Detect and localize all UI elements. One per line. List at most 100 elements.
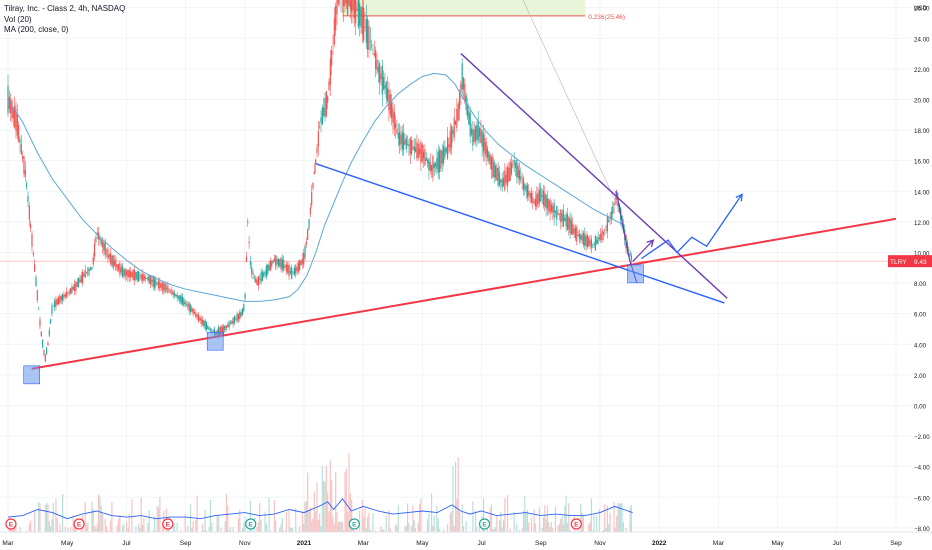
candle-body-108 bbox=[151, 279, 153, 283]
earnings-marker-6 bbox=[570, 518, 582, 530]
volume-bar-292 bbox=[396, 525, 398, 536]
volume-bar-102 bbox=[143, 518, 145, 536]
volume-bar-70 bbox=[100, 505, 102, 536]
volume-bar-371 bbox=[501, 527, 503, 536]
candle-body-313 bbox=[424, 149, 426, 166]
volume-bar-257 bbox=[349, 493, 351, 536]
candle-body-27 bbox=[43, 350, 45, 355]
volume-bar-41 bbox=[62, 494, 64, 536]
candle-body-295 bbox=[400, 134, 402, 145]
candle-body-72 bbox=[103, 242, 105, 252]
candle-body-22 bbox=[36, 290, 38, 301]
candle-body-360 bbox=[486, 148, 489, 158]
volume-bar-238 bbox=[324, 481, 326, 536]
volume-bar-30 bbox=[47, 504, 49, 536]
volume-bar-286 bbox=[388, 510, 390, 536]
volume-bar-280 bbox=[380, 526, 382, 536]
candle-body-51 bbox=[75, 281, 77, 292]
volume-bar-173 bbox=[237, 518, 240, 536]
candle-body-198 bbox=[271, 261, 273, 267]
candle-body-183 bbox=[251, 267, 253, 274]
candle-body-445 bbox=[600, 233, 602, 240]
candle-body-449 bbox=[605, 226, 607, 228]
legend-ma[interactable]: MA (200, close, 0) bbox=[4, 25, 69, 34]
candle-body-218 bbox=[297, 262, 299, 273]
volume-bar-284 bbox=[385, 515, 387, 536]
volume-bar-357 bbox=[482, 498, 485, 536]
volume-bar-127 bbox=[176, 522, 178, 536]
candle-body-289 bbox=[392, 107, 394, 123]
candle-body-210 bbox=[287, 264, 289, 274]
candle-body-16 bbox=[28, 205, 30, 220]
volume-bar-467 bbox=[629, 506, 631, 536]
candle-body-329 bbox=[445, 147, 447, 153]
legend-title[interactable]: Tilray, Inc. - Class 2, 4h, NASDAQ bbox=[4, 4, 126, 13]
candles bbox=[7, 0, 632, 363]
candle-body-128 bbox=[177, 296, 180, 299]
volume-bar-93 bbox=[131, 499, 133, 536]
volume-bar-246 bbox=[335, 472, 337, 536]
candle-body-73 bbox=[104, 243, 106, 255]
candle-body-361 bbox=[488, 151, 490, 162]
candle-body-417 bbox=[562, 210, 565, 227]
volume-bar-100 bbox=[140, 497, 142, 536]
earnings-marker-0 bbox=[5, 518, 17, 530]
candle-body-75 bbox=[107, 248, 109, 259]
candle-body-172 bbox=[236, 313, 238, 322]
candle-body-88 bbox=[124, 269, 126, 277]
volume-bar-60 bbox=[87, 522, 89, 536]
candle-body-446 bbox=[601, 229, 603, 241]
candle-body-70 bbox=[100, 239, 102, 244]
candle-body-110 bbox=[153, 277, 156, 288]
candle-body-455 bbox=[613, 202, 615, 206]
volume-bar-270 bbox=[367, 517, 369, 536]
candle-body-151 bbox=[208, 328, 210, 330]
candle-body-194 bbox=[265, 265, 268, 277]
candle-body-430 bbox=[580, 234, 582, 240]
legend-vol[interactable]: Vol (20) bbox=[4, 14, 32, 24]
candle-body-176 bbox=[241, 308, 244, 316]
candle-body-122 bbox=[169, 291, 172, 292]
candle-body-279 bbox=[379, 63, 381, 83]
candle-body-1 bbox=[8, 96, 10, 110]
candle-body-335 bbox=[453, 117, 455, 138]
x-tick-label: 2021 bbox=[297, 540, 312, 547]
volume-bar-169 bbox=[232, 527, 234, 536]
volume-bar-89 bbox=[125, 522, 128, 536]
volume-bar-241 bbox=[328, 512, 330, 536]
candle-body-217 bbox=[296, 266, 298, 271]
candle-body-428 bbox=[577, 234, 579, 236]
volume-bar-230 bbox=[313, 491, 315, 536]
candle-body-373 bbox=[504, 170, 506, 191]
candle-body-310 bbox=[420, 141, 422, 163]
volume-bar-216 bbox=[295, 508, 297, 536]
earnings-marker-label: E bbox=[249, 521, 254, 528]
candle-body-48 bbox=[71, 286, 73, 293]
volume-bar-335 bbox=[453, 526, 455, 536]
candle-body-230 bbox=[313, 171, 315, 175]
candle-body-237 bbox=[323, 107, 325, 116]
volume-bar-310 bbox=[420, 498, 422, 536]
candle-body-392 bbox=[529, 193, 531, 198]
volume-bar-58 bbox=[84, 501, 86, 536]
candle-body-17 bbox=[30, 224, 32, 229]
candle-body-356 bbox=[481, 131, 483, 147]
volume-bar-271 bbox=[368, 512, 370, 536]
candle-body-435 bbox=[586, 235, 589, 248]
volume-bar-468 bbox=[630, 504, 632, 536]
overlays bbox=[7, 72, 633, 520]
candle-body-426 bbox=[574, 227, 577, 239]
candle-body-180 bbox=[247, 221, 249, 223]
volume-bar-255 bbox=[347, 511, 349, 536]
volume-bar-274 bbox=[372, 513, 374, 536]
candle-body-55 bbox=[80, 275, 82, 283]
candle-body-252 bbox=[343, 0, 345, 6]
candle-body-380 bbox=[513, 160, 515, 165]
candle-body-278 bbox=[377, 66, 379, 73]
candle-body-220 bbox=[300, 260, 302, 266]
volume-bar-133 bbox=[184, 514, 186, 536]
currency-label: USD bbox=[914, 5, 928, 12]
y-tick-label: 24.00 bbox=[914, 36, 930, 43]
volume-bar-249 bbox=[339, 521, 341, 536]
